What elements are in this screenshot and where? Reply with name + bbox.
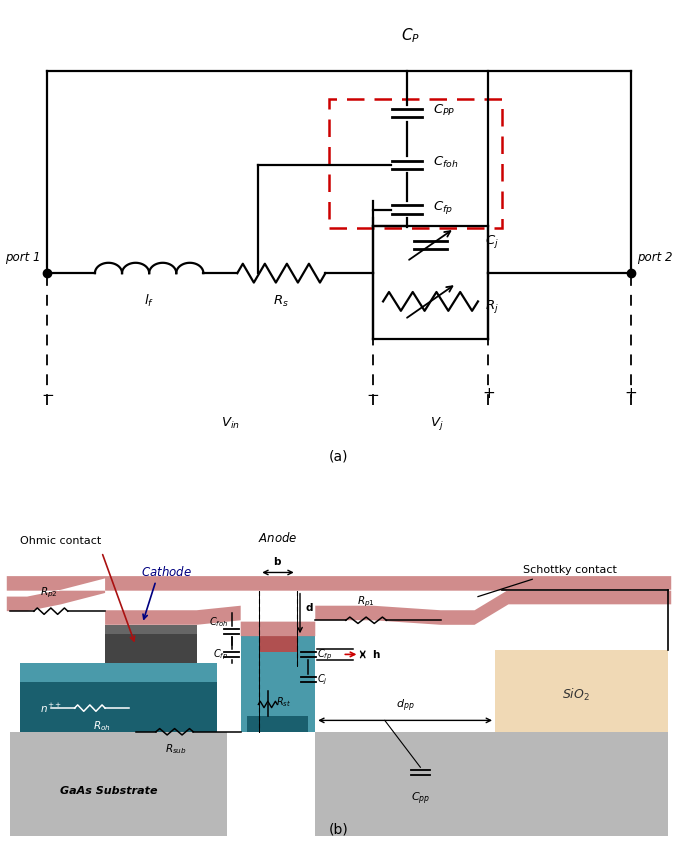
Text: $R_{p2}$: $R_{p2}$ — [40, 585, 58, 600]
Polygon shape — [10, 732, 227, 837]
Text: $-$: $-$ — [366, 386, 380, 401]
Polygon shape — [7, 576, 671, 636]
Text: $R_s$: $R_s$ — [273, 294, 290, 309]
Polygon shape — [20, 664, 217, 682]
Polygon shape — [315, 732, 668, 837]
Text: $R_j$: $R_j$ — [485, 298, 498, 315]
Text: GaAs Substrate: GaAs Substrate — [60, 786, 157, 796]
Text: $R_{oh}$: $R_{oh}$ — [93, 719, 111, 733]
Text: $SiO_2$: $SiO_2$ — [562, 687, 591, 703]
Bar — [495, 650, 668, 732]
Text: $C_{foh}$: $C_{foh}$ — [433, 155, 458, 170]
Text: Ohmic contact: Ohmic contact — [20, 536, 102, 546]
Text: $C_j$: $C_j$ — [317, 672, 328, 686]
Text: $-$: $-$ — [41, 386, 54, 401]
Text: $C_j$: $C_j$ — [485, 233, 498, 250]
Text: $+$: $+$ — [624, 386, 637, 401]
Text: $n^{++}$: $n^{++}$ — [40, 701, 62, 715]
Text: $C_{fp}$: $C_{fp}$ — [214, 648, 228, 662]
Text: $\bf{h}$: $\bf{h}$ — [372, 648, 380, 660]
Text: $R_{p1}$: $R_{p1}$ — [357, 595, 375, 609]
Text: $R_{st}$: $R_{st}$ — [276, 696, 291, 709]
Text: $C_{pp}$: $C_{pp}$ — [411, 791, 430, 807]
Text: (b): (b) — [329, 822, 349, 837]
Text: $l_f$: $l_f$ — [144, 294, 154, 309]
Bar — [105, 625, 197, 634]
Text: $C_{PP}$: $C_{PP}$ — [433, 103, 455, 119]
Bar — [329, 99, 502, 229]
Text: port 2: port 2 — [637, 251, 673, 264]
Text: $V_j$: $V_j$ — [431, 415, 444, 432]
Text: $C_{foh}$: $C_{foh}$ — [210, 615, 228, 628]
Text: $\bf{\it{Anode}}$: $\bf{\it{Anode}}$ — [258, 532, 298, 545]
Bar — [105, 634, 197, 664]
Text: $\bf{b}$: $\bf{b}$ — [273, 555, 283, 567]
Polygon shape — [20, 682, 217, 732]
Text: (a): (a) — [330, 450, 348, 464]
Text: $+$: $+$ — [481, 386, 495, 401]
Text: $d_{pp}$: $d_{pp}$ — [396, 697, 414, 713]
Text: $R_{sub}$: $R_{sub}$ — [165, 742, 187, 755]
Text: $V_{in}$: $V_{in}$ — [221, 416, 240, 431]
Text: $C_{fp}$: $C_{fp}$ — [317, 648, 332, 662]
Text: port 1: port 1 — [5, 251, 41, 264]
Bar — [247, 716, 308, 732]
Text: Schottky contact: Schottky contact — [523, 565, 616, 575]
Text: $\bf{\it{Cathode}}$: $\bf{\it{Cathode}}$ — [141, 565, 191, 579]
Bar — [259, 636, 297, 652]
Polygon shape — [241, 636, 315, 732]
Text: $C_{fp}$: $C_{fp}$ — [433, 198, 452, 216]
Text: $C_P$: $C_P$ — [401, 26, 420, 45]
Text: $\bf{d}$: $\bf{d}$ — [304, 600, 313, 612]
